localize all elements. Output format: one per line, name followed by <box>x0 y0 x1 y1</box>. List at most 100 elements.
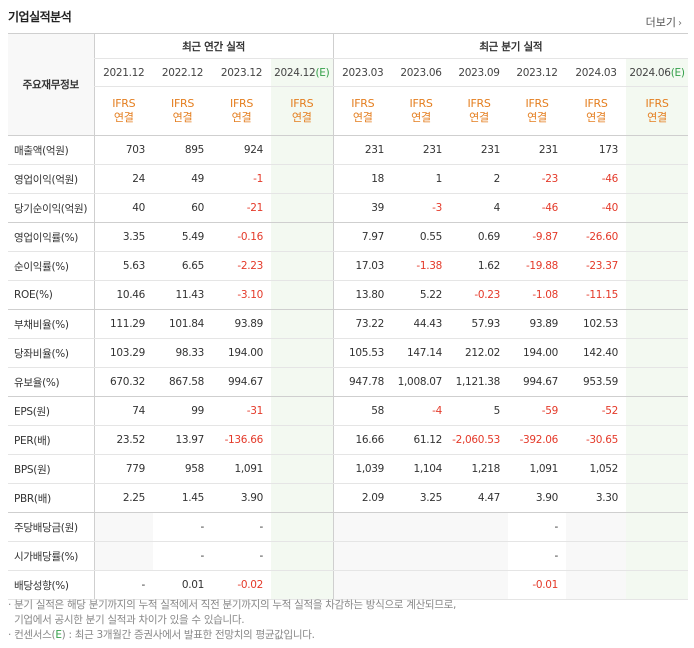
value-cell: 23.52 <box>93 425 153 455</box>
value-cell: 93.89 <box>212 309 271 339</box>
value-cell <box>93 512 153 542</box>
value-cell: 60 <box>153 193 212 223</box>
value-cell: -9.87 <box>508 222 566 252</box>
value-cell: -23 <box>508 164 566 194</box>
value-cell: 231 <box>392 135 450 165</box>
value-cell: 13.97 <box>153 425 212 455</box>
value-cell: - <box>93 570 153 600</box>
row-label: 유보율(%) <box>8 367 94 397</box>
value-cell: -2.23 <box>212 251 271 281</box>
ifrs-label: IFRS <box>171 97 194 110</box>
value-cell: 58 <box>332 396 392 426</box>
value-cell: -1.38 <box>392 251 450 281</box>
consolidated-label: 연결 <box>411 111 431 124</box>
value-cell: 0.69 <box>450 222 508 252</box>
row-label: 영업이익(억원) <box>8 164 94 194</box>
value-cell <box>271 570 333 600</box>
value-cell: 1,008.07 <box>392 367 450 397</box>
value-cell: 13.80 <box>332 280 392 310</box>
row-label: PER(배) <box>8 425 94 455</box>
more-link[interactable]: 더보기 › <box>646 14 682 30</box>
ifrs-header: IFRS 연결 <box>450 86 508 136</box>
chevron-right-icon: › <box>678 18 682 29</box>
footnotes: · 분기 실적은 해당 분기까지의 누적 실적에서 직전 분기까지의 누적 실적… <box>8 598 456 643</box>
value-cell: 98.33 <box>153 338 212 368</box>
value-cell: -23.37 <box>566 251 626 281</box>
value-cell <box>566 541 626 571</box>
consolidated-label: 연결 <box>527 111 547 124</box>
period-header: 2024.12(E) <box>271 58 333 87</box>
value-cell: 4.47 <box>450 483 508 513</box>
value-cell: 4 <box>450 193 508 223</box>
value-cell: 2.09 <box>332 483 392 513</box>
period-label: 2023.12 <box>516 66 558 79</box>
ifrs-header: IFRS 연결 <box>271 86 333 136</box>
consolidated-label: 연결 <box>352 111 373 124</box>
footnote-consensus-suffix: ) : 최근 3개월간 증권사에서 발표한 전망치의 평균값입니다. <box>61 629 315 641</box>
consolidated-label: 연결 <box>113 111 134 124</box>
consolidated-label: 연결 <box>231 111 252 124</box>
value-cell <box>392 570 450 600</box>
ifrs-label: IFRS <box>112 97 136 110</box>
table-row: PBR(배) 2.25 1.45 3.90 2.09 3.25 4.47 3.90 3.30 <box>8 483 688 513</box>
value-cell: 5.49 <box>153 222 212 252</box>
value-cell: -3 <box>392 193 450 223</box>
row-label: 당좌비율(%) <box>8 338 94 368</box>
row-label: 배당성향(%) <box>8 570 94 600</box>
value-cell: 2.25 <box>93 483 153 513</box>
value-cell: 1.62 <box>450 251 508 281</box>
value-cell: 101.84 <box>153 309 212 339</box>
value-cell <box>626 251 688 281</box>
value-cell: 1,218 <box>450 454 508 484</box>
value-cell <box>566 570 626 600</box>
value-cell <box>450 512 508 542</box>
value-cell: -1.08 <box>508 280 566 310</box>
ifrs-header: IFRS 연결 <box>93 86 153 136</box>
row-label: BPS(원) <box>8 454 94 484</box>
value-cell: -40 <box>566 193 626 223</box>
value-cell: 994.67 <box>508 367 566 397</box>
value-cell: 3.30 <box>566 483 626 513</box>
value-cell: 173 <box>566 135 626 165</box>
value-cell: -392.06 <box>508 425 566 455</box>
ifrs-label: IFRS <box>230 97 253 110</box>
period-header: 2023.06 <box>392 58 450 87</box>
period-label: 2023.12 <box>220 66 263 79</box>
period-label: 2021.12 <box>103 66 145 79</box>
period-label: 2022.12 <box>161 66 204 79</box>
table-row: 순이익률(%) 5.63 6.65 -2.23 17.03 -1.38 1.62 -19.88… <box>8 251 688 281</box>
value-cell <box>271 396 333 426</box>
value-cell <box>271 251 333 281</box>
table-row: 영업이익(억원) 24 49 -1 18 1 2 -23 -46 <box>8 164 688 194</box>
footnote-consensus: · 컨센서스(E) : 최근 3개월간 증권사에서 발표한 전망치의 평균값입니… <box>8 628 456 643</box>
value-cell: 102.53 <box>566 309 626 339</box>
value-cell: -3.10 <box>212 280 271 310</box>
value-cell: 231 <box>332 135 392 165</box>
value-cell: -0.02 <box>212 570 271 600</box>
value-cell: -1 <box>212 164 271 194</box>
value-cell: 947.78 <box>332 367 392 397</box>
value-cell <box>626 135 688 165</box>
consolidated-label: 연결 <box>469 111 489 124</box>
row-label: ROE(%) <box>8 280 94 310</box>
value-cell: - <box>212 512 271 542</box>
ifrs-header: IFRS 연결 <box>212 86 271 136</box>
value-cell: 10.46 <box>93 280 153 310</box>
period-header: 2023.12 <box>508 58 566 87</box>
value-cell: 44.43 <box>392 309 450 339</box>
value-cell <box>271 425 333 455</box>
value-cell: 49 <box>153 164 212 194</box>
period-label: 2024.03 <box>575 66 617 79</box>
value-cell: 103.29 <box>93 338 153 368</box>
value-cell: 3.90 <box>508 483 566 513</box>
period-label: 2023.03 <box>342 66 384 79</box>
value-cell: 40 <box>93 193 153 223</box>
footnote-quarterly-cont: 기업에서 공시한 분기 실적과 차이가 있을 수 있습니다. <box>8 614 245 626</box>
table-row: PER(배) 23.52 13.97 -136.66 16.66 61.12 -2,060.… <box>8 425 688 455</box>
period-header: 2022.12 <box>153 58 212 87</box>
value-cell <box>271 135 333 165</box>
table-row: 매출액(억원) 703 895 924 231 231 231 231 173 <box>8 135 688 165</box>
value-cell: 1,039 <box>332 454 392 484</box>
row-label: EPS(원) <box>8 396 94 426</box>
value-cell: 1,104 <box>392 454 450 484</box>
